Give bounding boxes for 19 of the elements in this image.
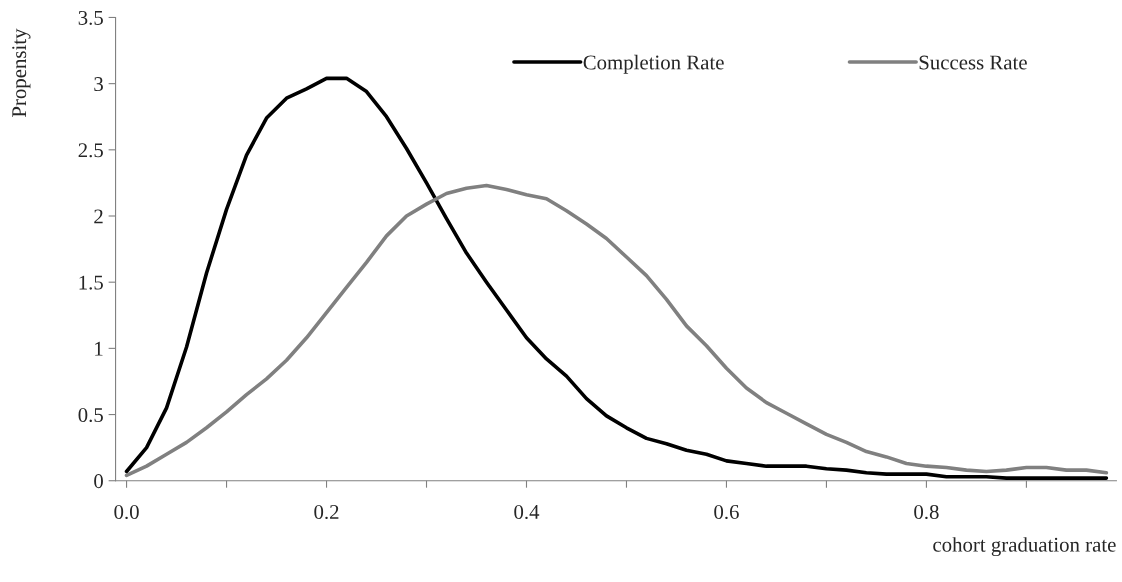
y-tick-label: 1: [95, 341, 103, 356]
y-tick-label: 3.5: [78, 10, 103, 25]
legend-label: Success Rate: [919, 55, 1027, 70]
y-tick-label: 0.5: [78, 407, 103, 423]
y-tick-label: 3: [94, 77, 103, 92]
y-axis-title: Propensity: [12, 28, 31, 118]
line-series: [124, 183, 1109, 478]
line-series: [124, 76, 1109, 480]
x-tick-label: 0.0: [114, 504, 139, 520]
x-tick-label: 0.2: [314, 504, 339, 520]
x-tick-label: 0.6: [714, 504, 739, 520]
y-tick-label: 2: [94, 209, 103, 224]
x-tick-label: 0.8: [914, 504, 939, 520]
y-tick-label: 0: [94, 474, 103, 489]
legend-label: Completion Rate: [583, 54, 724, 74]
x-tick-label: 0.4: [514, 504, 540, 520]
y-tick-label: 1.5: [79, 275, 103, 290]
x-axis-title: cohort graduation rate: [933, 537, 1116, 557]
y-tick-label: 2.5: [78, 143, 103, 158]
